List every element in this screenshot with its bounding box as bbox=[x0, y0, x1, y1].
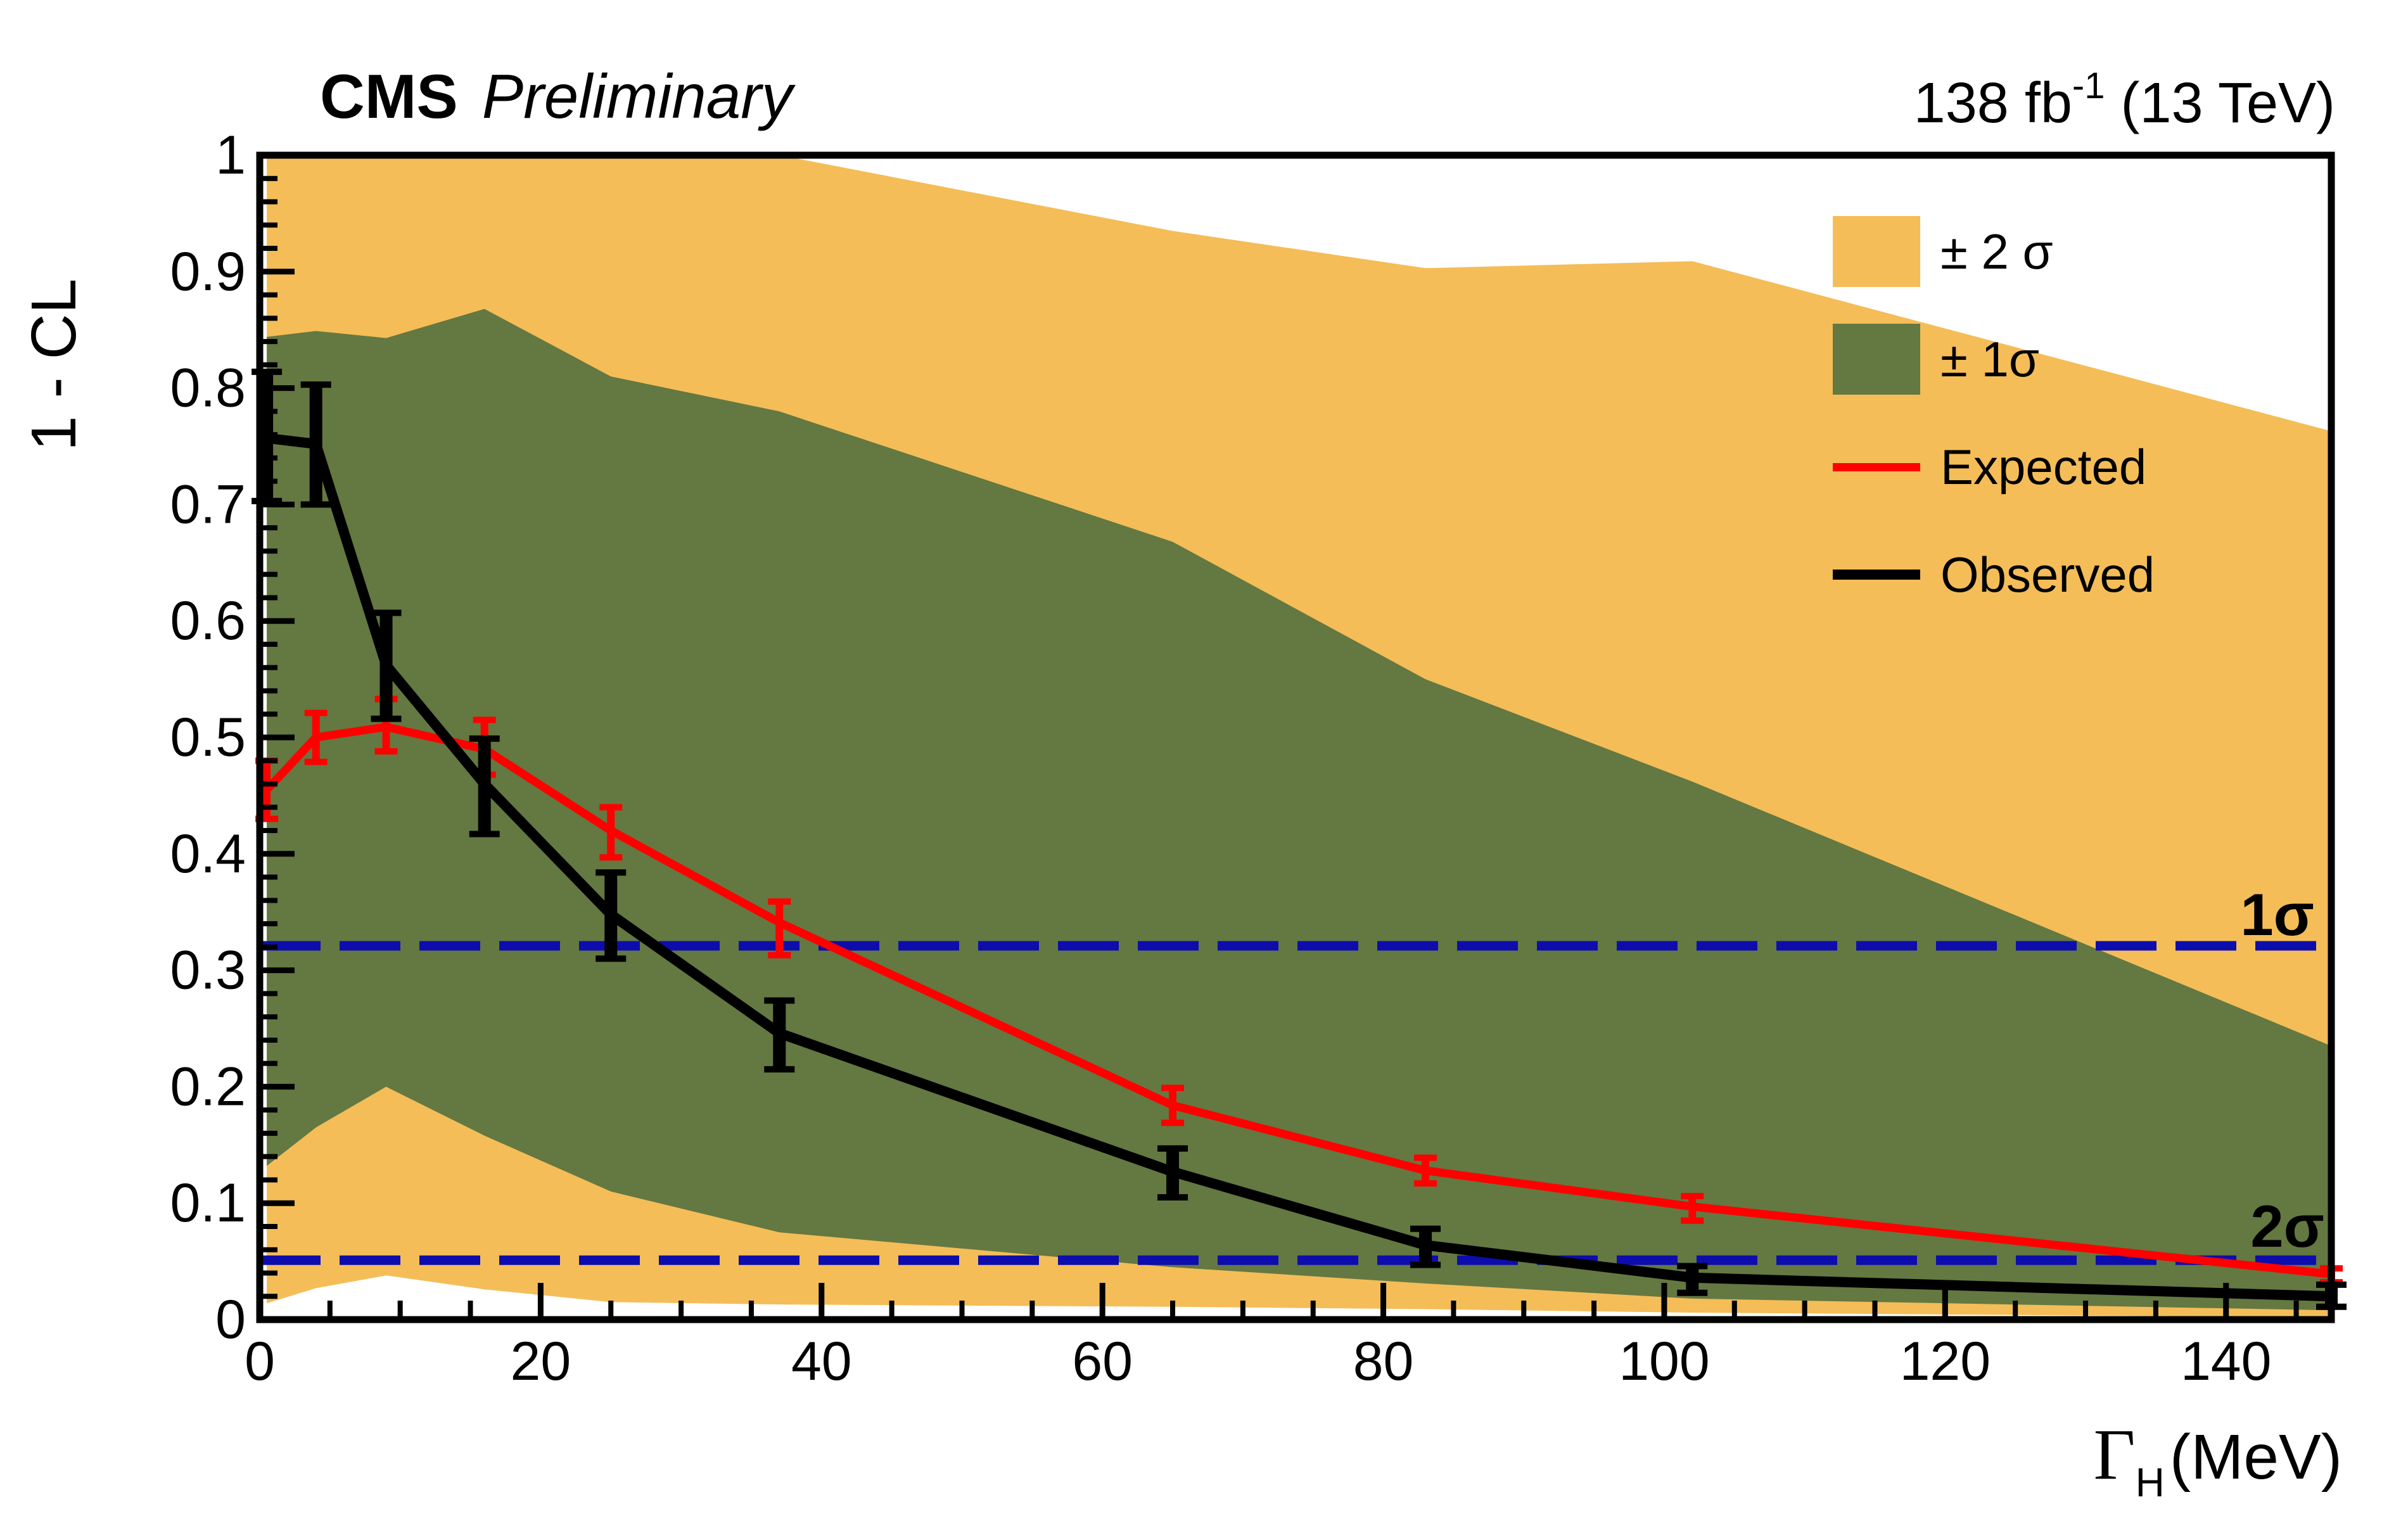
x-tick-label: 80 bbox=[1353, 1331, 1414, 1392]
experiment-name: CMS bbox=[320, 61, 458, 131]
x-axis-unit: (MeV) bbox=[2169, 1422, 2342, 1493]
x-tick-label: 120 bbox=[1900, 1331, 1991, 1392]
x-tick-label: 140 bbox=[2181, 1331, 2272, 1392]
plot-title: CMS Preliminary bbox=[320, 61, 793, 132]
y-tick-label: 0 bbox=[215, 1289, 246, 1350]
gamma-symbol: Γ bbox=[2093, 1414, 2136, 1494]
y-tick-label: 0.8 bbox=[170, 358, 246, 419]
observed-line-swatch bbox=[1833, 570, 1920, 580]
y-tick-label: 0.2 bbox=[170, 1056, 246, 1117]
x-tick-label: 40 bbox=[791, 1331, 852, 1392]
legend-item-observed: Observed bbox=[1833, 521, 2155, 628]
legend-item-1sigma-band: ± 1σ bbox=[1833, 305, 2155, 413]
one-sigma-threshold-label: 1σ bbox=[2240, 881, 2314, 948]
curve-observed bbox=[266, 433, 2332, 1302]
x-tick-label: 0 bbox=[245, 1331, 275, 1392]
lumi-energy: (13 TeV) bbox=[2105, 72, 2335, 135]
y-tick-label: 0.5 bbox=[170, 707, 246, 768]
y-tick-label: 0.9 bbox=[170, 241, 246, 302]
lumi-value: 138 fb bbox=[1913, 72, 2072, 135]
expected-line-swatch bbox=[1833, 462, 1920, 471]
x-tick-label: 20 bbox=[511, 1331, 571, 1392]
legend: ± 2 σ ± 1σ Expected Observed bbox=[1833, 198, 2155, 628]
two-sigma-threshold-label: 2σ bbox=[2250, 1193, 2324, 1259]
x-axis-title: ΓH(MeV) bbox=[2094, 1413, 2342, 1506]
preliminary-label: Preliminary bbox=[481, 61, 793, 131]
legend-item-2sigma-band: ± 2 σ bbox=[1833, 198, 2155, 305]
y-tick-label: 0.4 bbox=[170, 824, 246, 884]
legend-label-expected: Expected bbox=[1940, 438, 2147, 495]
legend-label-observed: Observed bbox=[1940, 546, 2155, 602]
y-tick-label: 0.1 bbox=[170, 1173, 246, 1233]
x-tick-label: 60 bbox=[1072, 1331, 1133, 1392]
y-tick-label: 0.3 bbox=[170, 940, 246, 1001]
gamma-subscript: H bbox=[2135, 1460, 2165, 1505]
legend-item-expected: Expected bbox=[1833, 413, 2155, 521]
x-tick-label: 100 bbox=[1619, 1331, 1710, 1392]
y-tick-label: 0.7 bbox=[170, 474, 246, 535]
legend-label-2sigma: ± 2 σ bbox=[1940, 223, 2053, 279]
legend-label-1sigma: ± 1σ bbox=[1940, 331, 2039, 387]
y-tick-label: 1 bbox=[215, 125, 246, 186]
1sigma-band-swatch bbox=[1833, 324, 1920, 395]
y-tick-label: 0.6 bbox=[170, 590, 246, 651]
2sigma-band-swatch bbox=[1833, 216, 1920, 287]
curve-expected bbox=[264, 723, 2332, 1278]
luminosity-label: 138 fb-1 (13 TeV) bbox=[1914, 65, 2335, 136]
lumi-exponent: -1 bbox=[2072, 65, 2105, 106]
